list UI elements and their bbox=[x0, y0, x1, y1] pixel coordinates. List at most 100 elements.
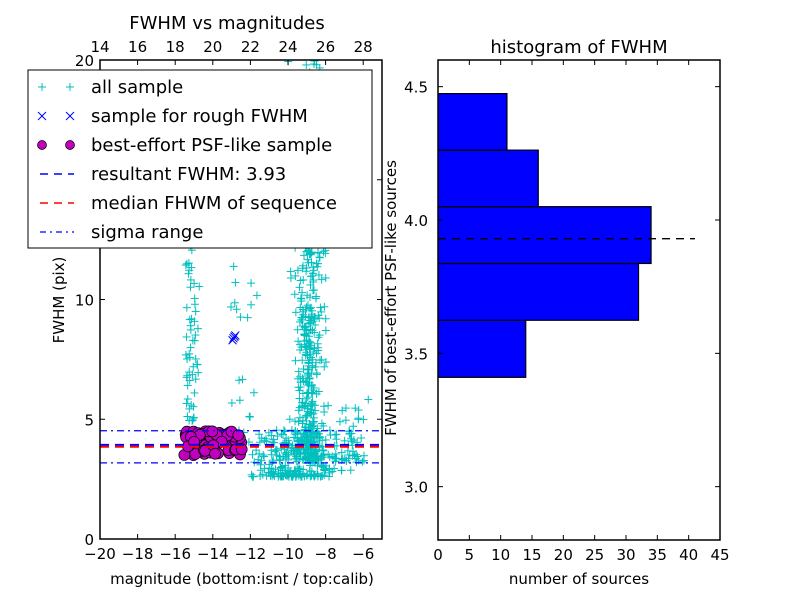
legend-circle-icon bbox=[65, 140, 75, 150]
scatter-x-label: magnitude (bottom:isnt / top:calib) bbox=[110, 570, 374, 588]
all-sample-point bbox=[315, 314, 324, 323]
all-sample-point bbox=[307, 399, 316, 408]
all-sample-point bbox=[308, 355, 317, 364]
psf-sample-point bbox=[232, 429, 245, 442]
y-tick-label: 4.5 bbox=[404, 79, 428, 97]
legend-label: all sample bbox=[91, 77, 183, 98]
all-sample-point bbox=[236, 313, 245, 322]
all-sample-point bbox=[193, 324, 202, 333]
legend-label: median FHWM of sequence bbox=[91, 193, 337, 214]
all-sample-point bbox=[324, 401, 333, 410]
top-tick-label: 24 bbox=[278, 38, 297, 56]
all-sample-point bbox=[304, 381, 313, 390]
all-sample-point bbox=[302, 60, 311, 69]
all-sample-point bbox=[307, 248, 316, 257]
x-tick-label: −12 bbox=[235, 545, 267, 563]
x-tick-label: 30 bbox=[616, 546, 635, 564]
all-sample-point bbox=[330, 430, 339, 439]
legend-label: resultant FWHM: 3.93 bbox=[91, 164, 286, 185]
legend-x-icon bbox=[65, 111, 75, 121]
all-sample-point bbox=[190, 388, 199, 397]
all-sample-point bbox=[319, 402, 328, 411]
all-sample-point bbox=[305, 293, 314, 302]
all-sample-point bbox=[346, 466, 355, 475]
legend-entry: median FHWM of sequence bbox=[40, 193, 337, 214]
all-sample-point bbox=[295, 283, 304, 292]
all-sample-point bbox=[291, 356, 300, 365]
scatter-top-ticks: 14 16 18 20 22 24 26 28 bbox=[90, 38, 372, 56]
all-sample-point bbox=[231, 278, 240, 287]
all-sample-point bbox=[303, 301, 312, 310]
all-sample-point bbox=[287, 426, 296, 435]
all-sample-point bbox=[319, 247, 328, 256]
all-sample-point bbox=[318, 471, 327, 480]
all-sample-point bbox=[305, 374, 314, 383]
all-sample-point bbox=[293, 266, 302, 275]
all-sample-point bbox=[302, 303, 311, 312]
histogram-bar bbox=[438, 149, 539, 208]
x-tick-label: −18 bbox=[122, 545, 154, 563]
all-sample-point bbox=[238, 375, 247, 384]
all-sample-point bbox=[341, 404, 350, 413]
all-sample-point bbox=[193, 360, 202, 369]
all-sample-point bbox=[309, 60, 318, 69]
all-sample-point bbox=[247, 470, 256, 479]
all-sample-point bbox=[235, 396, 244, 405]
all-sample-point bbox=[183, 395, 192, 404]
psf-sample-point bbox=[209, 447, 221, 460]
all-sample-point bbox=[247, 300, 256, 309]
all-sample-point bbox=[245, 412, 254, 421]
all-sample-point bbox=[257, 456, 266, 465]
legend-box bbox=[27, 69, 373, 249]
all-sample-point bbox=[289, 433, 298, 442]
all-sample-point bbox=[191, 375, 200, 384]
y-tick-label: 20 bbox=[75, 52, 94, 70]
top-tick-label: 22 bbox=[241, 38, 260, 56]
all-sample-point bbox=[347, 437, 356, 446]
all-sample-point bbox=[308, 310, 317, 319]
all-sample-point bbox=[259, 451, 268, 460]
all-sample-point bbox=[307, 449, 316, 458]
x-tick-label: 25 bbox=[585, 546, 604, 564]
legend-circle-icon bbox=[37, 140, 47, 150]
x-tick-label: 40 bbox=[679, 546, 698, 564]
all-sample-point bbox=[292, 457, 301, 466]
all-sample-point bbox=[287, 446, 296, 455]
all-sample-point bbox=[321, 273, 330, 282]
all-sample-point bbox=[191, 331, 200, 340]
x-tick-label: 10 bbox=[491, 546, 510, 564]
x-tick-label: 35 bbox=[648, 546, 667, 564]
all-sample-point bbox=[307, 470, 316, 479]
all-sample-point bbox=[230, 298, 239, 307]
legend-entry: all sample bbox=[38, 77, 183, 98]
x-tick-label: −16 bbox=[159, 545, 191, 563]
psf-sample-point bbox=[206, 425, 219, 438]
histogram-bar bbox=[438, 206, 652, 265]
all-sample-point bbox=[312, 349, 321, 358]
all-sample-point bbox=[267, 450, 276, 459]
legend-label: best-effort PSF-like sample bbox=[91, 135, 332, 156]
all-sample-point bbox=[296, 378, 305, 387]
all-sample-point bbox=[293, 428, 302, 437]
histogram-bars bbox=[438, 92, 652, 378]
all-sample-point bbox=[301, 425, 310, 434]
all-sample-point bbox=[329, 453, 338, 462]
all-sample-point bbox=[275, 452, 284, 461]
all-sample-point bbox=[314, 333, 323, 342]
all-sample-point bbox=[312, 370, 321, 379]
all-sample-point bbox=[314, 270, 323, 279]
all-sample-point bbox=[331, 449, 340, 458]
histogram-x-label: number of sources bbox=[509, 570, 649, 588]
top-tick-label: 14 bbox=[90, 38, 109, 56]
all-sample-point bbox=[283, 471, 292, 480]
all-sample-point bbox=[358, 457, 367, 466]
x-tick-label: 0 bbox=[433, 546, 443, 564]
x-tick-label: −6 bbox=[352, 545, 374, 563]
all-sample-point bbox=[304, 388, 313, 397]
all-sample-point bbox=[317, 275, 326, 284]
all-sample-point bbox=[315, 434, 324, 443]
rough-sample-point bbox=[231, 331, 240, 340]
all-sample-point bbox=[284, 472, 293, 481]
all-sample-point bbox=[309, 347, 318, 356]
all-sample-point bbox=[294, 469, 303, 478]
